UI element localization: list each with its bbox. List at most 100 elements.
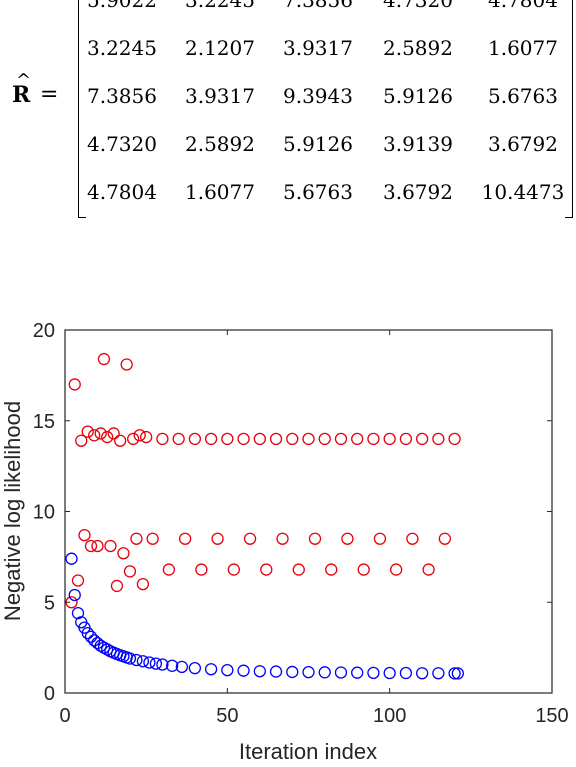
- x-tick-label: 0: [59, 705, 70, 727]
- blue-data-point: [415, 667, 429, 680]
- covariance-matrix-equation: ^ R = 5.9022 3.2245 7.3856 4.7320 4.7804 3.22…: [0, 0, 576, 240]
- matrix-cell: 4.7804: [87, 180, 157, 204]
- y-tick-label: 5: [44, 592, 55, 614]
- red-data-point: [146, 532, 159, 545]
- blue-data-point: [91, 636, 104, 650]
- y-tick-label: 20: [33, 320, 55, 342]
- matrix-cell: 5.9126: [383, 84, 453, 108]
- blue-data-point: [269, 665, 283, 678]
- blue-data-point: [451, 667, 464, 680]
- red-data-point: [308, 532, 322, 545]
- matrix-cell: 3.2245: [87, 36, 157, 60]
- red-data-point: [341, 532, 354, 545]
- red-data-point: [178, 532, 192, 545]
- matrix-cell: 2.1207: [185, 36, 255, 60]
- red-data-point: [253, 432, 266, 446]
- red-data-point: [448, 432, 461, 446]
- red-data-point: [269, 432, 283, 446]
- red-data-point: [204, 432, 218, 446]
- red-data-point: [438, 532, 452, 545]
- red-data-point: [292, 563, 305, 576]
- blue-data-point: [188, 661, 202, 675]
- blue-data-point: [130, 653, 143, 667]
- blue-data-point: [302, 665, 315, 679]
- matrix-cell: 3.6792: [488, 132, 558, 156]
- red-data-point: [390, 563, 403, 576]
- x-tick-label: 50: [216, 705, 238, 727]
- blue-data-point: [149, 657, 163, 670]
- matrix-symbol: ^ R: [12, 70, 31, 108]
- matrix-cell: 3.9317: [283, 36, 353, 60]
- red-data-point: [318, 432, 331, 446]
- axis-ticks: 0 50 100 150 0 5 10 15 20: [33, 320, 569, 727]
- red-data-point: [325, 563, 338, 576]
- red-data-point: [243, 532, 257, 545]
- blue-data-point: [165, 659, 179, 672]
- red-data-point: [88, 429, 101, 442]
- matrix-cell: 7.3856: [283, 0, 353, 12]
- red-data-point: [156, 432, 169, 446]
- blue-data-point: [367, 666, 380, 680]
- red-data-point: [117, 547, 130, 560]
- red-data-point: [367, 432, 380, 446]
- red-data-point: [302, 432, 315, 446]
- x-tick-label: 100: [373, 705, 406, 727]
- red-data-point: [432, 432, 445, 446]
- blue-data-point: [123, 652, 137, 665]
- red-data-point: [68, 378, 81, 391]
- blue-data-point: [318, 666, 331, 679]
- x-axis-label: Iteration index: [239, 739, 377, 762]
- red-data-point: [75, 434, 88, 447]
- blue-data-point: [351, 666, 364, 679]
- matrix-hat: ^: [16, 70, 32, 91]
- blue-data-point: [383, 666, 396, 680]
- y-axis-label: Negative log likelihood: [0, 401, 25, 621]
- blue-data-point: [448, 667, 461, 680]
- right-bracket: [565, 0, 573, 218]
- red-data-point: [136, 577, 150, 591]
- y-tick-label: 15: [33, 411, 55, 433]
- matrix-cell: 5.9126: [283, 132, 353, 156]
- matrix-cell: 5.6763: [283, 180, 353, 204]
- red-data-point: [260, 563, 273, 576]
- red-data-point: [357, 563, 370, 576]
- red-data-point: [373, 532, 387, 545]
- red-data-point: [422, 563, 435, 576]
- matrix-letter: R: [12, 82, 31, 108]
- matrix-cell: 10.4473: [481, 180, 565, 204]
- red-data-point: [114, 434, 127, 447]
- equals-sign: =: [40, 82, 59, 107]
- red-data-point: [107, 427, 120, 440]
- chart-marks: [65, 352, 464, 680]
- red-data-point: [91, 539, 104, 553]
- matrix-cell: 9.3943: [283, 84, 353, 108]
- y-tick-label: 10: [33, 502, 55, 524]
- red-data-point: [286, 432, 299, 446]
- matrix-cell: 2.5892: [383, 36, 453, 60]
- red-data-point: [78, 528, 91, 542]
- blue-data-point: [432, 667, 445, 680]
- matrix-cell: 4.7320: [87, 132, 157, 156]
- matrix-cell: 5.6763: [488, 84, 558, 108]
- blue-data-point: [237, 664, 250, 677]
- red-data-point: [94, 427, 107, 440]
- red-data-point: [227, 563, 240, 576]
- blue-data-point: [334, 666, 348, 679]
- matrix-cell: 2.5892: [185, 132, 255, 156]
- red-data-point: [415, 432, 429, 446]
- red-data-point: [133, 429, 146, 442]
- red-data-point: [123, 565, 137, 578]
- matrix-cell: 4.7320: [383, 0, 453, 12]
- axes-box: [64, 329, 553, 694]
- blue-data-point: [81, 626, 94, 640]
- red-data-point: [399, 432, 413, 446]
- red-data-point: [188, 432, 202, 446]
- red-data-point: [276, 532, 289, 545]
- red-data-point: [120, 358, 133, 371]
- red-data-point: [104, 539, 117, 553]
- red-data-point: [237, 432, 250, 446]
- blue-data-point: [156, 658, 169, 671]
- red-data-point: [406, 532, 419, 545]
- blue-data-point: [221, 663, 234, 677]
- chart-svg: 0 50 100 150 0 5 10 15 20 Iteration index Negati…: [0, 320, 569, 764]
